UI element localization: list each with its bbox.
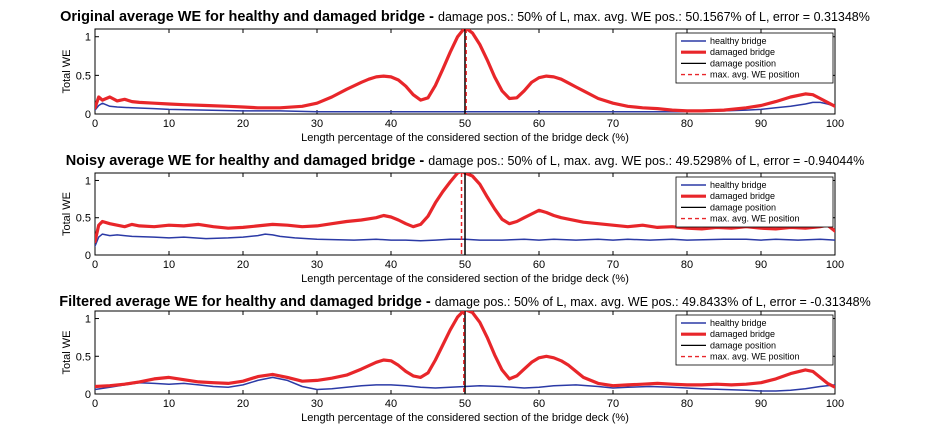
- x-tick-label: 20: [237, 118, 249, 130]
- y-tick-label: 0: [85, 250, 91, 262]
- healthy-bridge-line: [95, 233, 835, 247]
- x-tick-label: 0: [92, 398, 98, 410]
- x-tick-label: 30: [311, 118, 323, 130]
- y-tick-label: 0.5: [76, 70, 91, 82]
- x-tick-label: 40: [385, 398, 397, 410]
- healthy-bridge-line: [95, 376, 835, 392]
- legend-max-position-label: max. avg. WE position: [710, 352, 800, 362]
- x-tick-label: 40: [385, 259, 397, 271]
- chart-title-main: Filtered average WE for healthy and dama…: [59, 294, 434, 310]
- x-axis-label: Length percentage of the considered sect…: [301, 412, 629, 424]
- x-tick-label: 50: [459, 259, 471, 271]
- chart-title: Filtered average WE for healthy and dama…: [59, 294, 871, 310]
- x-tick-label: 0: [92, 259, 98, 271]
- x-tick-label: 40: [385, 118, 397, 130]
- x-tick-label: 0: [92, 118, 98, 130]
- plot-lines: [95, 311, 835, 394]
- x-tick-label: 30: [311, 259, 323, 271]
- x-tick-label: 60: [533, 259, 545, 271]
- panel-noisy: Noisy average WE for healthy and damaged…: [61, 153, 864, 285]
- legend-damage-position-label: damage position: [710, 340, 776, 350]
- legend-damaged-label: damaged bridge: [710, 191, 775, 201]
- y-tick-label: 0.5: [76, 351, 91, 363]
- x-tick-label: 90: [755, 398, 767, 410]
- legend-damage-position-label: damage position: [710, 58, 776, 68]
- chart-title: Original average WE for healthy and dama…: [60, 9, 870, 25]
- x-tick-label: 80: [681, 259, 693, 271]
- x-tick-label: 80: [681, 118, 693, 130]
- y-tick-label: 1: [85, 32, 91, 44]
- x-tick-label: 100: [826, 118, 844, 130]
- panel-filtered: Filtered average WE for healthy and dama…: [59, 294, 871, 424]
- legend-healthy-label: healthy bridge: [710, 318, 767, 328]
- x-tick-label: 90: [755, 259, 767, 271]
- chart-title-main: Noisy average WE for healthy and damaged…: [66, 153, 429, 169]
- x-tick-label: 50: [459, 118, 471, 130]
- y-axis-label: Total WE: [61, 192, 73, 236]
- x-tick-label: 10: [163, 398, 175, 410]
- damaged-bridge-line: [95, 311, 835, 389]
- legend-max-position-label: max. avg. WE position: [710, 214, 800, 224]
- legend-healthy-label: healthy bridge: [710, 180, 767, 190]
- x-tick-label: 100: [826, 259, 844, 271]
- legend-damaged-label: damaged bridge: [710, 329, 775, 339]
- x-tick-label: 90: [755, 118, 767, 130]
- x-axis-label: Length percentage of the considered sect…: [301, 132, 629, 144]
- chart-subtitle: damage pos.: 50% of L, max. avg. WE pos.…: [435, 295, 871, 309]
- x-tick-label: 100: [826, 398, 844, 410]
- y-axis-label: Total WE: [61, 49, 73, 93]
- x-tick-label: 70: [607, 259, 619, 271]
- chart-title: Noisy average WE for healthy and damaged…: [66, 153, 865, 169]
- x-tick-label: 10: [163, 118, 175, 130]
- legend-damaged-label: damaged bridge: [710, 47, 775, 57]
- chart-subtitle: damage pos.: 50% of L, max. avg. WE pos.…: [438, 10, 870, 24]
- legend-healthy-label: healthy bridge: [710, 36, 767, 46]
- y-tick-label: 1: [85, 314, 91, 326]
- plot-lines: [95, 29, 835, 114]
- y-tick-label: 0.5: [76, 213, 91, 225]
- x-tick-label: 60: [533, 118, 545, 130]
- legend-damage-position-label: damage position: [710, 202, 776, 212]
- x-tick-label: 50: [459, 398, 471, 410]
- y-tick-label: 0: [85, 109, 91, 121]
- y-tick-label: 1: [85, 175, 91, 187]
- legend-max-position-label: max. avg. WE position: [710, 70, 800, 80]
- chart-title-main: Original average WE for healthy and dama…: [60, 9, 438, 25]
- x-axis-label: Length percentage of the considered sect…: [301, 273, 629, 285]
- x-tick-label: 60: [533, 398, 545, 410]
- x-tick-label: 70: [607, 118, 619, 130]
- damaged-bridge-line: [95, 29, 835, 113]
- x-tick-label: 20: [237, 259, 249, 271]
- panel-original: Original average WE for healthy and dama…: [60, 9, 870, 144]
- chart-subtitle: damage pos.: 50% of L, max. avg. WE pos.…: [428, 154, 864, 168]
- y-tick-label: 0: [85, 389, 91, 401]
- healthy-bridge-line: [95, 101, 835, 113]
- x-tick-label: 80: [681, 398, 693, 410]
- x-tick-label: 10: [163, 259, 175, 271]
- x-tick-label: 70: [607, 398, 619, 410]
- y-axis-label: Total WE: [61, 330, 73, 374]
- x-tick-label: 30: [311, 398, 323, 410]
- x-tick-label: 20: [237, 398, 249, 410]
